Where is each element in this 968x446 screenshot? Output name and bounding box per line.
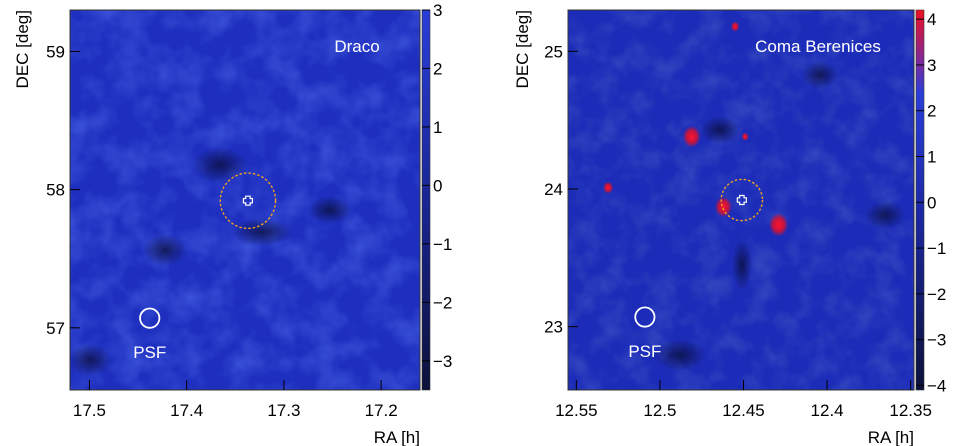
frame-coma bbox=[567, 9, 915, 391]
colorbar-tick-label: 3 bbox=[433, 1, 442, 20]
x-tick-label: 12.45 bbox=[722, 401, 765, 420]
map-draco-noise bbox=[70, 10, 420, 390]
colorbar-tick-label: −1 bbox=[927, 239, 946, 258]
cross-marker bbox=[736, 194, 747, 206]
y-axis-draco: 57 58 59 bbox=[46, 42, 80, 338]
x-tick-label: 17.2 bbox=[365, 401, 398, 420]
y-axis-label-draco: DEC [deg] bbox=[13, 10, 32, 88]
y-tick-label: 59 bbox=[46, 42, 65, 61]
frame-draco bbox=[69, 9, 421, 391]
hotspot bbox=[768, 213, 789, 237]
target-cross-coma bbox=[736, 194, 747, 206]
colorbar-tick-label: 0 bbox=[927, 193, 936, 212]
target-circle-coma bbox=[720, 178, 764, 222]
panel-title-coma: Coma Berenices bbox=[755, 37, 881, 56]
colorbar-tick-label: 1 bbox=[433, 118, 442, 137]
colorbar-tick-label: 2 bbox=[927, 102, 936, 121]
colorbar-coma bbox=[915, 9, 925, 391]
cross-marker bbox=[242, 195, 254, 206]
target-cross-draco bbox=[242, 195, 254, 206]
x-tick-label: 12.35 bbox=[889, 401, 932, 420]
x-tick-label: 12.55 bbox=[555, 401, 598, 420]
hotspot bbox=[741, 132, 749, 141]
colorbar-tick-label: −1 bbox=[433, 235, 452, 254]
colorbar-tick-label: 1 bbox=[927, 148, 936, 167]
y-axis-label-coma: DEC [deg] bbox=[513, 10, 532, 88]
y-axis-coma: 23 24 25 bbox=[544, 42, 578, 337]
psf-label-draco: PSF bbox=[133, 343, 166, 362]
hotspot bbox=[682, 125, 701, 148]
colorbar-tick-label: 2 bbox=[433, 59, 442, 78]
map-coma-structure bbox=[654, 61, 905, 371]
colorbar-tick-label: 0 bbox=[433, 176, 442, 195]
psf-circle-coma bbox=[634, 306, 656, 328]
y-tick-label: 24 bbox=[544, 180, 563, 199]
x-axis-coma: 12.55 12.5 12.45 12.4 12.35 bbox=[555, 380, 932, 420]
map-coma-noise bbox=[568, 10, 914, 390]
colorbar-draco bbox=[421, 9, 431, 391]
hotspot-group-coma bbox=[603, 21, 789, 237]
y-tick-label: 25 bbox=[544, 42, 563, 61]
colorbar-tick-label: −4 bbox=[927, 376, 946, 395]
panel-draco: PSF Draco 17.5 17.4 17.3 17.2 57 58 59 RA [h]… bbox=[13, 1, 452, 446]
colorbar-tick-label: −2 bbox=[927, 285, 946, 304]
target-circle-draco bbox=[219, 172, 277, 230]
x-axis-label-draco: RA [h] bbox=[374, 428, 420, 446]
colorbar-tick-label: −3 bbox=[433, 352, 452, 371]
map-draco-structure bbox=[70, 147, 352, 376]
x-tick-label: 12.5 bbox=[643, 401, 676, 420]
psf-circle-draco bbox=[139, 307, 161, 329]
psf-label-coma: PSF bbox=[628, 342, 661, 361]
hotspot bbox=[730, 21, 740, 32]
colorbar-ticks-coma: 4 3 2 1 0 −1 −2 −3 −4 bbox=[916, 10, 946, 395]
y-tick-label: 23 bbox=[544, 318, 563, 337]
panel-title-draco: Draco bbox=[334, 37, 379, 56]
colorbar-ticks-draco: 3 2 1 0 −1 −2 −3 bbox=[422, 1, 452, 371]
y-tick-label: 57 bbox=[46, 319, 65, 338]
hotspot bbox=[603, 181, 614, 194]
x-tick-label: 17.3 bbox=[267, 401, 300, 420]
x-axis-draco: 17.5 17.4 17.3 17.2 bbox=[73, 380, 398, 420]
hotspot bbox=[714, 196, 733, 218]
colorbar-tick-label: −3 bbox=[927, 331, 946, 350]
x-tick-label: 17.4 bbox=[170, 401, 203, 420]
colorbar-tick-label: −2 bbox=[433, 293, 452, 312]
colorbar-tick-label: 4 bbox=[927, 10, 936, 29]
panel-coma-berenices: PSF Coma Berenices 12.55 12.5 12.45 12.4 12.… bbox=[513, 9, 946, 446]
x-tick-label: 17.5 bbox=[73, 401, 106, 420]
x-tick-label: 12.4 bbox=[811, 401, 844, 420]
colorbar-tick-label: 3 bbox=[927, 56, 936, 75]
y-tick-label: 58 bbox=[46, 181, 65, 200]
x-axis-label-coma: RA [h] bbox=[868, 428, 914, 446]
